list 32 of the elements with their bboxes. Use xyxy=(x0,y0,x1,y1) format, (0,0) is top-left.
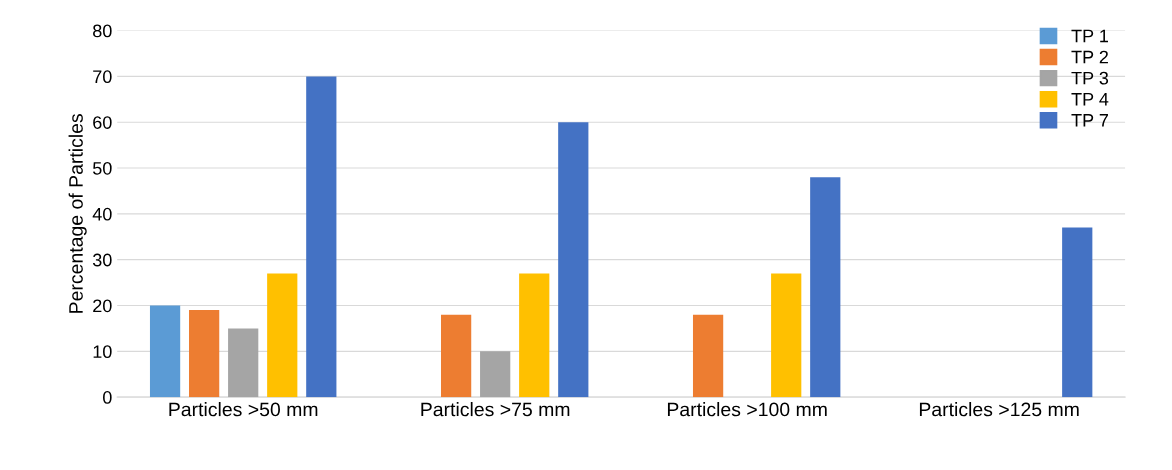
legend-label: TP 3 xyxy=(1071,71,1109,85)
bar xyxy=(149,305,181,398)
x-tick-label: Particles >100 mm xyxy=(667,402,827,417)
y-tick-label: 50 xyxy=(92,161,112,175)
bar xyxy=(1062,227,1093,398)
y-tick-label: 80 xyxy=(93,24,112,38)
y-tick-label: 30 xyxy=(92,253,112,267)
legend-label: TP 7 xyxy=(1071,114,1108,127)
y-tick-label: 40 xyxy=(92,207,112,221)
y-tick-label: 70 xyxy=(93,70,112,84)
bar xyxy=(306,76,337,398)
bar xyxy=(267,273,298,398)
bar xyxy=(692,314,724,398)
x-tick-label: Particles >50 mm xyxy=(169,402,318,417)
legend-label: TP 1 xyxy=(1071,29,1108,43)
legend-label: TP 2 xyxy=(1071,50,1108,64)
y-tick-label: 10 xyxy=(93,345,112,359)
y-tick-label: 60 xyxy=(93,116,112,129)
bar xyxy=(519,273,550,398)
x-tick-label: Particles >75 mm xyxy=(421,402,570,417)
bar xyxy=(810,177,841,398)
x-tick-label: Particles >125 mm xyxy=(919,402,1079,417)
bar xyxy=(771,273,802,398)
y-tick-label: 0 xyxy=(103,391,112,404)
bar xyxy=(189,310,220,398)
bar xyxy=(558,122,589,398)
bar xyxy=(480,351,511,398)
y-tick-label: 20 xyxy=(93,299,112,313)
legend-label: TP 4 xyxy=(1071,93,1109,106)
bar xyxy=(440,314,472,398)
y-axis-title: Percentage of Particles xyxy=(68,114,87,313)
bar xyxy=(228,328,259,398)
